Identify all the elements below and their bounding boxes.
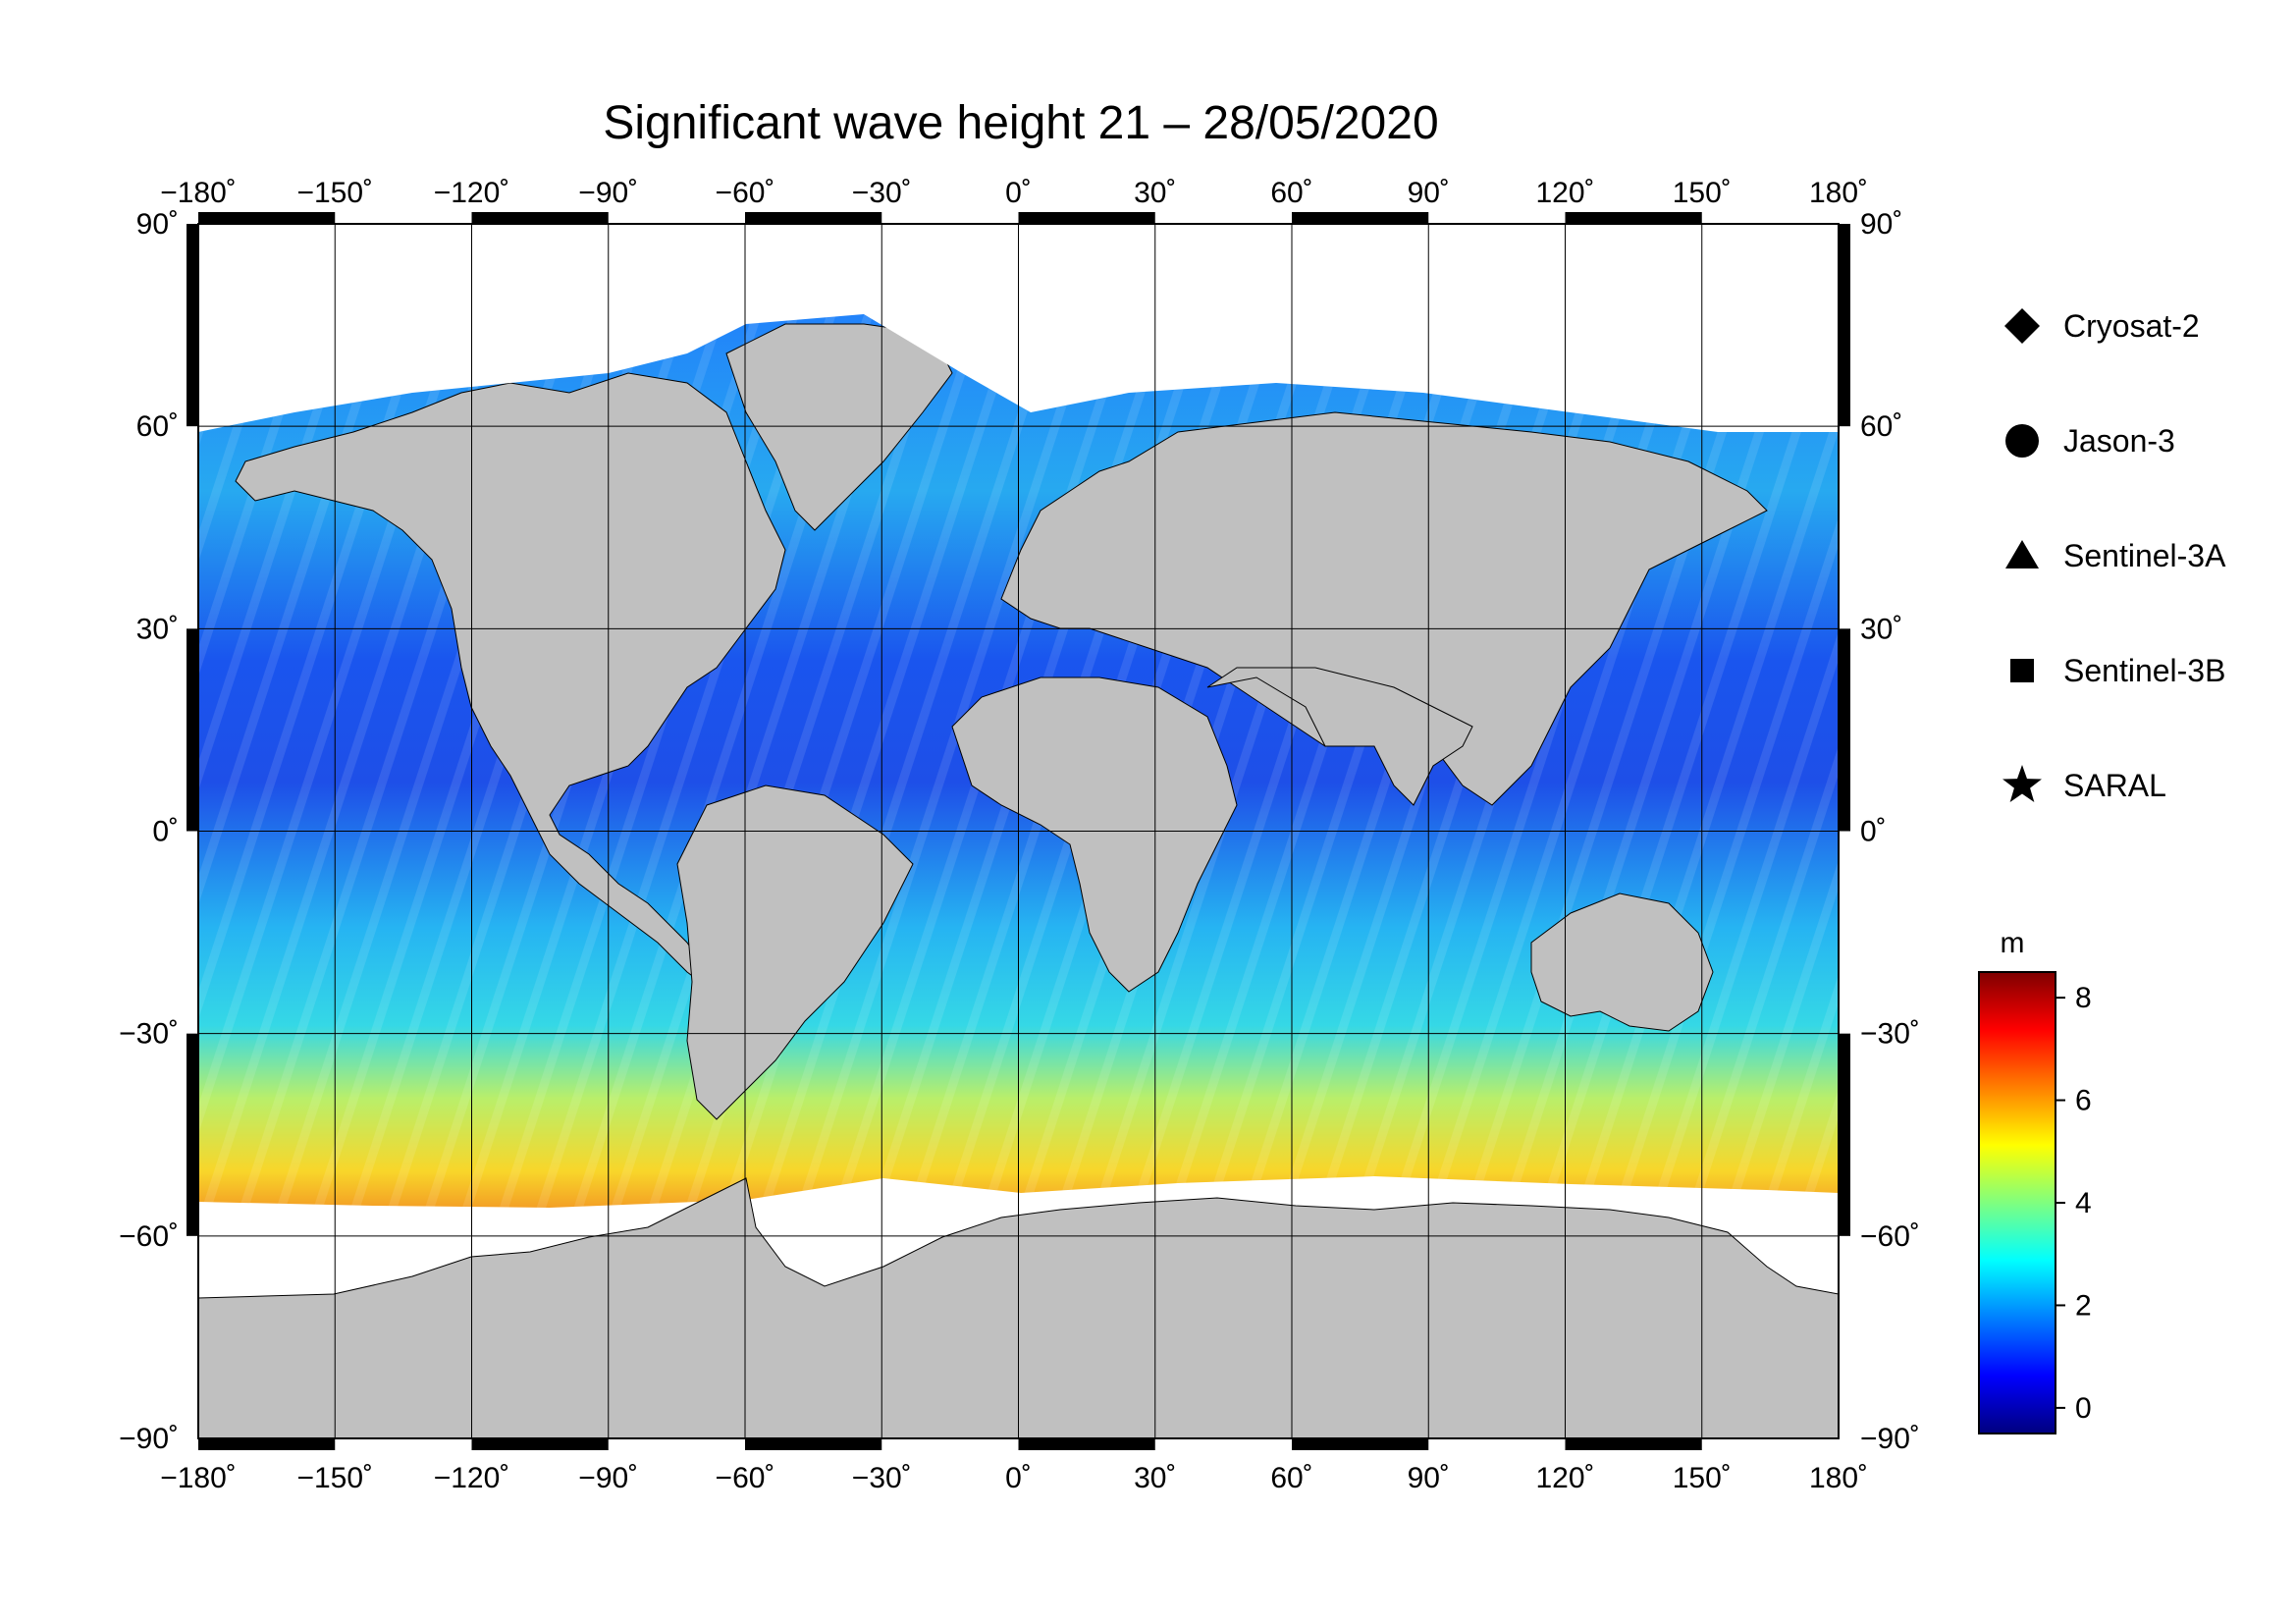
- lon-tick-label-bottom: 90˚: [1408, 1462, 1450, 1494]
- frame-bars: [187, 212, 1850, 1450]
- lon-tick-label-bottom: 120˚: [1535, 1462, 1594, 1494]
- lat-tick-label-right: 90˚: [1860, 208, 1902, 241]
- lat-tick-label-right: 30˚: [1860, 613, 1902, 645]
- lon-tick-label-bottom: −150˚: [296, 1462, 373, 1494]
- lat-tick-label-right: −30˚: [1860, 1018, 1920, 1051]
- star-icon: [2002, 765, 2042, 802]
- lon-tick-label-top: 90˚: [1408, 177, 1450, 209]
- north-america-landmass: [235, 372, 786, 1012]
- frame-bar-top: [198, 212, 336, 224]
- frame-bar-top: [1018, 212, 1155, 224]
- triangle-icon: [2005, 540, 2039, 568]
- frame-bar-bottom: [198, 1438, 336, 1450]
- frame-bar-left: [187, 1033, 198, 1236]
- graticule: [198, 224, 1839, 1438]
- lat-tick-label-right: 0˚: [1860, 816, 1887, 848]
- colorbar-unit: m: [2001, 927, 2025, 959]
- legend: Cryosat-2 Jason-3 Sentinel-3A Sentinel-3B SA…: [2002, 308, 2226, 803]
- frame-bar-bottom: [471, 1438, 609, 1450]
- map-area: [198, 224, 1839, 1438]
- lon-tick-label-bottom: 150˚: [1673, 1462, 1732, 1494]
- lat-tick-label-left: 60˚: [136, 410, 179, 443]
- greenland-landmass: [725, 323, 953, 531]
- lat-tick-label-left: −90˚: [119, 1423, 179, 1455]
- lon-tick-label-bottom: −120˚: [434, 1462, 510, 1494]
- frame-bar-top: [1292, 212, 1429, 224]
- lon-tick-label-top: −120˚: [434, 177, 510, 209]
- lon-tick-label-bottom: −180˚: [160, 1462, 237, 1494]
- lon-tick-label-top: −180˚: [160, 177, 237, 209]
- lat-tick-label-left: 30˚: [136, 613, 179, 645]
- lat-tick-label-right: −60˚: [1860, 1220, 1920, 1253]
- legend-label: Cryosat-2: [2063, 308, 2200, 344]
- circle-icon: [2005, 424, 2039, 458]
- lon-tick-label-top: −90˚: [578, 177, 638, 209]
- frame-bar-right: [1839, 628, 1850, 832]
- colorbar-tick-label: 6: [2075, 1085, 2092, 1117]
- chart-title: Significant wave height 21 – 28/05/2020: [603, 97, 1438, 149]
- lon-tick-label-top: 0˚: [1005, 177, 1032, 209]
- colorbar: m 8 6 4 2 0: [1978, 927, 2092, 1434]
- frame-bar-right: [1839, 1033, 1850, 1236]
- legend-label: SARAL: [2063, 768, 2166, 803]
- frame-bar-top: [1565, 212, 1702, 224]
- lon-tick-label-top: −30˚: [852, 177, 912, 209]
- frame-bar-right: [1839, 224, 1850, 427]
- lon-tick-label-top: 180˚: [1809, 177, 1868, 209]
- legend-item: SARAL: [2002, 765, 2166, 803]
- lon-tick-label-top: 120˚: [1535, 177, 1594, 209]
- lon-tick-label-bottom: −90˚: [578, 1462, 638, 1494]
- legend-label: Sentinel-3B: [2063, 653, 2225, 688]
- colorbar-tick-label: 0: [2075, 1392, 2092, 1425]
- colorbar-tick-label: 4: [2075, 1187, 2092, 1219]
- lat-tick-label-left: −60˚: [119, 1220, 179, 1253]
- south-asia-landmass: [1206, 667, 1473, 806]
- frame-bar-top: [745, 212, 882, 224]
- lat-tick-label-left: 90˚: [136, 208, 179, 241]
- colorbar-tick-label: 2: [2075, 1289, 2092, 1322]
- tick-labels: −180˚ −180˚ −150˚ −150˚ −120˚ −120˚ −90˚ −90˚ −6…: [119, 177, 1920, 1494]
- legend-item: Jason-3: [2005, 423, 2175, 459]
- frame-bar-bottom: [1018, 1438, 1155, 1450]
- lon-tick-label-bottom: 60˚: [1270, 1462, 1312, 1494]
- frame-bar-top: [471, 212, 609, 224]
- lon-tick-label-bottom: −30˚: [852, 1462, 912, 1494]
- legend-item: Sentinel-3B: [2010, 653, 2225, 688]
- australia-landmass: [1530, 893, 1714, 1032]
- diamond-icon: [2004, 308, 2040, 344]
- lon-tick-label-top: −60˚: [716, 177, 775, 209]
- colorbar-tick-label: 8: [2075, 982, 2092, 1014]
- lat-tick-label-right: −90˚: [1860, 1423, 1920, 1455]
- frame-bar-bottom: [745, 1438, 882, 1450]
- lon-tick-label-top: 150˚: [1673, 177, 1732, 209]
- lat-tick-label-left: −30˚: [119, 1018, 179, 1051]
- legend-label: Sentinel-3A: [2063, 538, 2226, 573]
- south-america-landmass: [676, 784, 914, 1120]
- legend-item: Cryosat-2: [2004, 308, 2200, 344]
- square-icon: [2010, 659, 2034, 682]
- lat-tick-label-left: 0˚: [152, 816, 179, 848]
- legend-item: Sentinel-3A: [2005, 538, 2226, 573]
- lon-tick-label-bottom: 30˚: [1134, 1462, 1176, 1494]
- frame-bar-bottom: [1565, 1438, 1702, 1450]
- frame-bar-left: [187, 224, 198, 427]
- lon-tick-label-top: 60˚: [1270, 177, 1312, 209]
- lon-tick-label-top: 30˚: [1134, 177, 1176, 209]
- colorbar-bar: [1978, 971, 2056, 1434]
- lon-tick-label-bottom: 180˚: [1809, 1462, 1868, 1494]
- lon-tick-label-top: −150˚: [296, 177, 373, 209]
- lon-tick-label-bottom: −60˚: [716, 1462, 775, 1494]
- lon-tick-label-bottom: 0˚: [1005, 1462, 1032, 1494]
- lat-tick-label-right: 60˚: [1860, 410, 1902, 443]
- legend-label: Jason-3: [2063, 423, 2175, 459]
- frame-bar-bottom: [1292, 1438, 1429, 1450]
- eurasia-landmass: [1000, 411, 1768, 806]
- frame-bar-left: [187, 628, 198, 832]
